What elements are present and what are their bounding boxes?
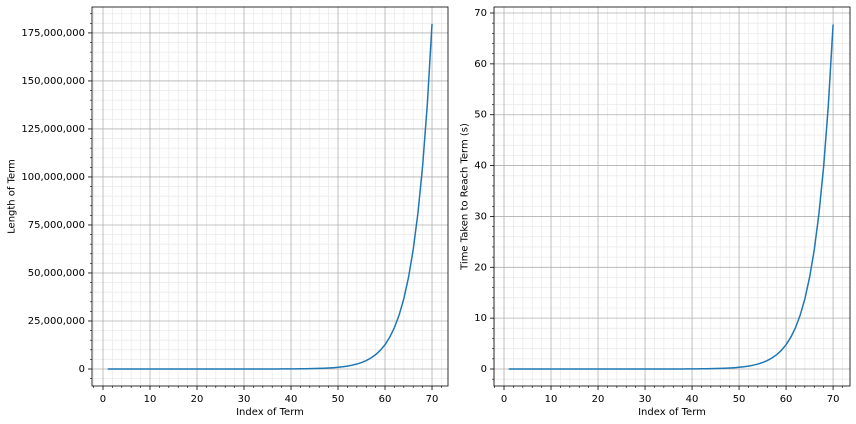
x-tick-label: 20 <box>592 394 605 405</box>
y-tick-label: 50 <box>474 110 487 121</box>
y-tick-label: 20 <box>474 262 487 273</box>
data-line <box>107 23 433 370</box>
x-tick-label: 20 <box>191 394 204 405</box>
x-axis-label: Index of Term <box>638 407 706 418</box>
x-tick-label: 30 <box>639 394 652 405</box>
x-tick-label: 40 <box>686 394 699 405</box>
x-tick-label: 50 <box>733 394 746 405</box>
y-tick-label: 0 <box>79 364 85 375</box>
y-axis-label: Time Taken to Reach Term (s) <box>459 123 470 271</box>
x-axis-label: Index of Term <box>236 407 304 418</box>
data-line <box>508 24 834 370</box>
y-tick-label: 40 <box>474 161 487 172</box>
x-tick-label: 10 <box>144 394 157 405</box>
x-tick-label: 0 <box>100 394 106 405</box>
y-tick-label: 60 <box>474 59 487 70</box>
x-tick-label: 70 <box>426 394 439 405</box>
y-tick-label: 50,000,000 <box>28 268 85 279</box>
axes-frame <box>493 6 851 387</box>
y-tick-label: 175,000,000 <box>21 28 85 39</box>
x-tick-label: 60 <box>780 394 793 405</box>
x-tick-label: 0 <box>501 394 507 405</box>
y-tick-label: 30 <box>474 211 487 222</box>
y-tick-label: 25,000,000 <box>28 316 85 327</box>
x-tick-label: 10 <box>545 394 558 405</box>
y-tick-label: 0 <box>481 364 487 375</box>
y-tick-label: 70 <box>474 8 487 19</box>
x-tick-label: 60 <box>379 394 392 405</box>
axes-frame <box>91 6 449 387</box>
x-tick-label: 50 <box>332 394 345 405</box>
x-tick-label: 30 <box>238 394 251 405</box>
y-tick-label: 10 <box>474 313 487 324</box>
y-tick-label: 150,000,000 <box>21 76 85 87</box>
y-tick-label: 100,000,000 <box>21 172 85 183</box>
y-tick-label: 75,000,000 <box>28 220 85 231</box>
y-axis-label: Length of Term <box>6 159 17 234</box>
x-tick-label: 70 <box>827 394 840 405</box>
x-tick-label: 40 <box>285 394 298 405</box>
y-tick-label: 125,000,000 <box>21 124 85 135</box>
